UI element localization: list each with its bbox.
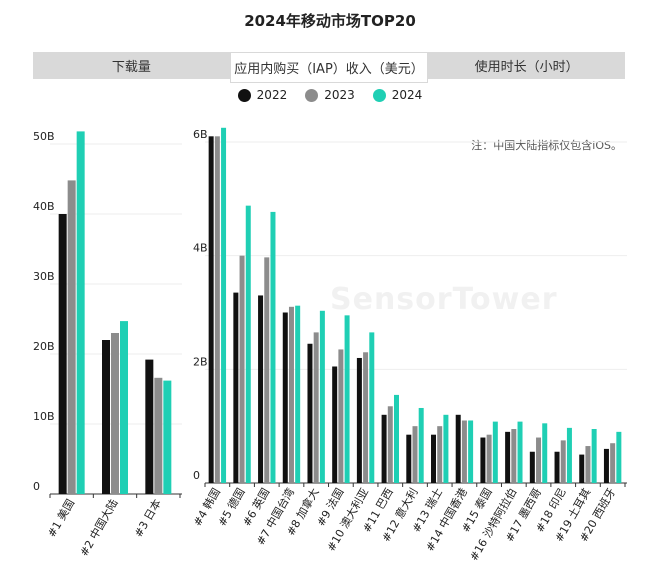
bar-2022: [579, 454, 585, 483]
watermark: SensorTower: [330, 282, 558, 317]
bar-2024: [492, 421, 498, 483]
bar-2023: [610, 443, 616, 483]
x-category-label: #1 美国: [45, 497, 77, 540]
bar-2024: [163, 380, 172, 494]
bar-2022: [58, 214, 67, 494]
bar-2022: [455, 414, 461, 483]
bar-2023: [154, 377, 163, 494]
bar-2024: [369, 332, 375, 483]
bar-2022: [145, 359, 154, 494]
bar-2022: [258, 295, 264, 483]
bar-2024: [393, 394, 399, 483]
legend-label-2024: 2024: [391, 88, 423, 102]
y-tick-label: 10B: [33, 410, 55, 423]
bar-2023: [387, 406, 393, 483]
bar-2023: [585, 446, 591, 483]
bar-2024: [270, 211, 276, 483]
bar-2024: [517, 421, 523, 483]
bar-2023: [363, 352, 369, 483]
legend-label-2022: 2022: [256, 88, 288, 102]
bar-2023: [264, 257, 270, 483]
bar-2022: [554, 451, 560, 483]
bar-2022: [282, 312, 288, 483]
bar-2022: [505, 431, 511, 483]
bar-2022: [102, 340, 110, 494]
bar-2024: [76, 131, 85, 494]
bar-2024: [468, 420, 474, 483]
bar-2022: [307, 343, 313, 483]
bar-2023: [486, 434, 492, 483]
bar-2024: [542, 423, 548, 483]
bar-2023: [67, 180, 76, 494]
bar-2024: [295, 305, 301, 483]
bar-2023: [313, 332, 319, 483]
bar-2024: [120, 321, 128, 494]
legend: 2022 2023 2024: [0, 88, 660, 102]
y-tick-label: 6B: [193, 128, 208, 141]
bar-2022: [603, 448, 609, 483]
bar-2022: [332, 366, 338, 483]
bar-2024: [221, 127, 227, 484]
bar-2024: [344, 315, 350, 483]
bar-2024: [566, 427, 572, 483]
bar-2024: [443, 414, 449, 483]
tab-downloads[interactable]: 下载量: [111, 60, 151, 75]
bar-2024: [418, 407, 424, 483]
bar-2023: [338, 349, 344, 483]
y-tick-label: 0: [193, 469, 200, 482]
bar-2023: [239, 255, 245, 483]
bar-2023: [511, 429, 517, 483]
bar-2024: [591, 429, 597, 483]
tab-usage-time[interactable]: 使用时长（小时）: [474, 60, 579, 75]
legend-item-2022[interactable]: 2022: [237, 88, 288, 102]
y-tick-label: 2B: [193, 355, 208, 368]
metric-tabs: 下载量 应用内购买（IAP）收入（美元） 使用时长（小时）: [33, 52, 625, 83]
bar-2023: [288, 306, 294, 483]
bar-2022: [406, 434, 412, 483]
x-category-label: #3 日本: [131, 497, 164, 540]
bar-2022: [208, 136, 214, 484]
y-tick-label: 30B: [33, 270, 55, 283]
bar-2022: [480, 437, 486, 483]
bar-2022: [529, 451, 535, 483]
legend-item-2024[interactable]: 2024: [372, 88, 423, 102]
bar-2023: [214, 136, 220, 484]
legend-swatch-2022: [237, 88, 251, 102]
y-tick-label: 4B: [193, 242, 208, 255]
bar-2023: [536, 437, 542, 483]
y-tick-label: 40B: [33, 200, 55, 213]
bar-2022: [356, 357, 362, 483]
legend-swatch-2024: [372, 88, 386, 102]
bar-2024: [245, 205, 251, 484]
bar-2023: [111, 333, 119, 494]
legend-label-2023: 2023: [324, 88, 355, 102]
bar-2023: [461, 420, 467, 483]
bar-2023: [412, 426, 418, 483]
y-tick-label: 0: [33, 480, 40, 493]
bar-2022: [431, 434, 437, 483]
bar-2023: [437, 426, 443, 483]
bar-2022: [381, 414, 387, 483]
legend-swatch-2023: [305, 88, 319, 102]
bar-2024: [616, 431, 622, 483]
tab-iap-revenue[interactable]: 应用内购买（IAP）收入（美元）: [229, 52, 429, 83]
x-category-label: #2 中国大陆: [77, 497, 121, 559]
bar-2022: [233, 292, 239, 483]
legend-item-2023[interactable]: 2023: [305, 88, 355, 102]
chart-title: 2024年移动市场TOP20: [244, 12, 416, 30]
bar-2024: [319, 310, 325, 483]
bar-2023: [560, 440, 566, 483]
y-tick-label: 20B: [33, 340, 55, 353]
y-tick-label: 50B: [33, 130, 55, 143]
